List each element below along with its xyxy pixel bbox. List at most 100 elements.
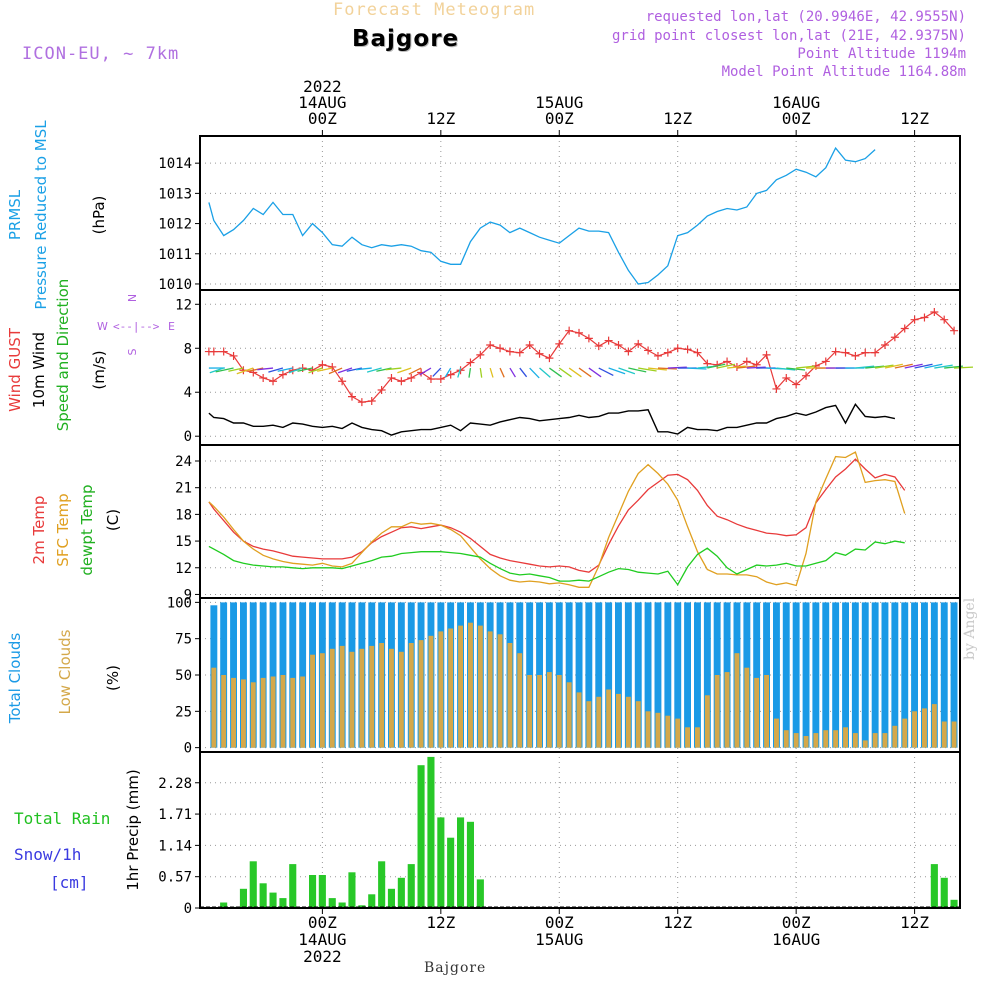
gust-marker (318, 360, 327, 369)
y-tick-label: 1013 (158, 186, 192, 202)
gust-marker (209, 347, 218, 356)
low-cloud-bar (744, 667, 750, 748)
low-cloud-bar (941, 721, 947, 748)
wind-direction-arrow (608, 367, 626, 375)
snow-label: Snow/1h (14, 845, 81, 864)
gust-marker (851, 351, 860, 360)
y-tick-label: 1.71 (158, 807, 192, 823)
gust-marker (278, 370, 287, 379)
gust-marker (821, 357, 830, 366)
gust-marker (377, 386, 386, 395)
bottom-time-label: 12Z (426, 913, 455, 932)
low-cloud-bar (774, 718, 779, 748)
total-cloud-bar (921, 602, 928, 748)
y-tick-label: 15 (175, 534, 192, 550)
gust-marker (407, 373, 416, 382)
y-tick-label: 100 (167, 595, 192, 611)
low-cloud-bar (793, 733, 799, 748)
wind-direction-arrow (568, 367, 582, 378)
total-cloud-bar (269, 602, 277, 748)
gust-marker (792, 380, 801, 389)
gust-marker (328, 362, 337, 371)
rain-bar (930, 864, 938, 908)
top-time-label: 2022 (303, 77, 342, 96)
top-time-label: 00Z (782, 109, 811, 128)
y-tick-label: 8 (184, 341, 192, 357)
pressure-label-line1: PRMSL (6, 189, 24, 240)
product-title: Forecast Meteogram (333, 0, 536, 20)
total-cloud-bar (674, 602, 682, 748)
wind-direction-arrow (529, 367, 540, 379)
low-cloud-bar (872, 733, 878, 748)
wind-direction-arrow (894, 363, 913, 369)
low-cloud-bar (398, 651, 404, 748)
gust-marker (229, 351, 238, 360)
wind-direction-arrow (397, 367, 412, 374)
rain-bar (269, 892, 277, 908)
compass-south: S (126, 348, 139, 355)
low-cloud-bar (616, 693, 621, 748)
wind-direction-arrow (257, 367, 274, 371)
total-cloud-bar (881, 602, 889, 748)
low-cloud-bar (260, 677, 266, 748)
total-cloud-bar (249, 602, 257, 748)
rain-bar (447, 837, 455, 908)
wind-direction-arrow (376, 367, 392, 372)
gust-marker (802, 371, 811, 380)
total-cloud-bar (822, 602, 830, 748)
gust-marker (683, 345, 692, 354)
gust-marker (269, 377, 278, 386)
total-cloud-bar (802, 602, 810, 748)
wind-direction-arrow (746, 366, 766, 369)
low-cloud-bar (665, 715, 671, 748)
low-cloud-bar (517, 653, 523, 748)
gust-marker (723, 357, 732, 366)
gust-marker (861, 348, 870, 357)
low-cloud-bar (892, 725, 898, 748)
dewpoint-line (208, 540, 905, 586)
gust-marker (673, 344, 682, 353)
total-cloud-bar (240, 602, 247, 748)
wind-direction-arrow (408, 367, 422, 375)
gust-marker (466, 358, 475, 367)
total-cloud-bar (842, 602, 849, 748)
wind-direction-arrow (489, 367, 494, 378)
total-cloud-bar (259, 602, 267, 748)
compass-west: W (97, 320, 108, 333)
low-cloud-bar (359, 648, 365, 748)
temp-2m-label: 2m Temp (30, 496, 48, 565)
total-cloud-bar (703, 602, 711, 748)
y-tick-label: 12 (175, 297, 192, 313)
wind-direction-arrow (297, 367, 313, 372)
top-time-label: 14AUG (298, 93, 346, 112)
rain-bar (358, 905, 366, 908)
wind-direction-arrow (247, 367, 264, 372)
wind-direction-arrow (578, 367, 592, 378)
low-cloud-bar (606, 689, 612, 748)
requested-coords: requested lon,lat (20.9946E, 42.9555N) (645, 9, 966, 25)
wind-direction-arrow (277, 367, 293, 372)
top-time-label: 00Z (545, 109, 574, 128)
wind-direction-arrow (687, 367, 707, 370)
low-cloud-bar (290, 677, 296, 748)
y-tick-label: 1011 (158, 247, 192, 263)
pressure-label-line2: Pressure Reduced to MSL (32, 120, 50, 310)
low-cloud-bar (546, 672, 552, 748)
wind-direction-arrow (308, 367, 323, 374)
wind-direction-arrow (385, 367, 402, 371)
low-cloud-bar (379, 643, 385, 748)
low-cloud-bar (951, 721, 957, 748)
wind-direction-arrow (346, 367, 363, 372)
wind-direction-arrow (657, 367, 677, 370)
gust-marker (900, 324, 909, 333)
grid-point-coords: grid point closest lon,lat (21E, 42.9375… (611, 28, 966, 44)
gust-marker (742, 357, 751, 366)
low-cloud-bar (586, 701, 592, 748)
rain-bar (338, 902, 346, 908)
gust-marker (950, 326, 959, 335)
total-cloud-bar (664, 602, 672, 748)
model-name: ICON-EU, ~ 7km (22, 44, 180, 64)
total-cloud-bar (812, 602, 820, 748)
wind-direction-arrow (457, 367, 462, 378)
rain-bar (378, 861, 386, 908)
